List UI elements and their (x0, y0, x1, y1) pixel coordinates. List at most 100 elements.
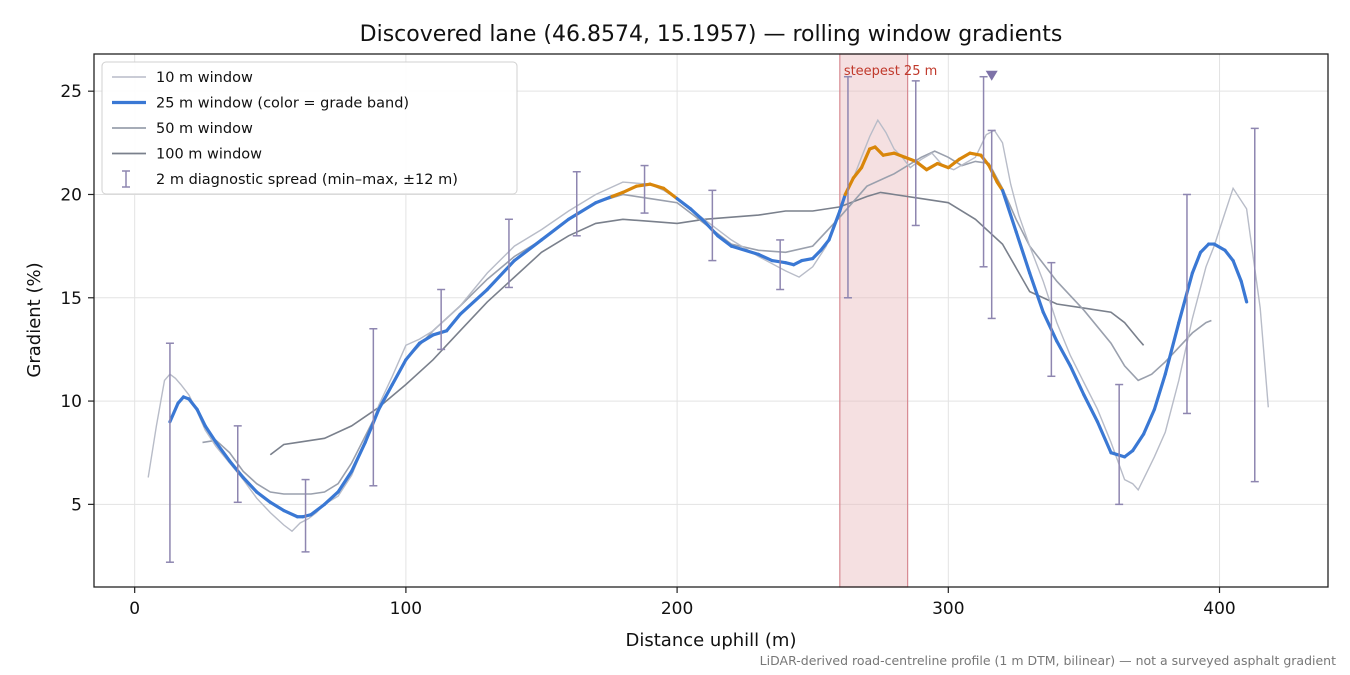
plot-frame (93, 53, 1329, 588)
series-25m-segment (935, 161, 950, 170)
series-25m-segment (1212, 242, 1227, 252)
series-25m-segment (819, 238, 831, 252)
series-25m-segment (594, 194, 614, 205)
series-25m-segment (621, 184, 639, 195)
series-25m-segment (458, 287, 489, 316)
x-tick-label: 100 (390, 599, 422, 619)
series-25m-segment (661, 186, 679, 201)
x-axis-ticks: 0 100 200 300 400 (129, 587, 1236, 619)
series-25m-segment (925, 161, 940, 172)
legend-100m-label: 100 m window (156, 147, 262, 163)
series-25m-segment (1068, 364, 1086, 397)
series-25m-segment (431, 329, 449, 337)
series-25m-segment (1055, 339, 1072, 368)
x-axis-label: Distance uphill (m) (626, 630, 797, 651)
legend-errorbar-label: 2 m diagnostic spread (min–max, ±12 m) (156, 172, 458, 188)
series-25m-segment (417, 333, 435, 345)
steepest-marker (985, 70, 998, 81)
series-25m-segment (634, 182, 652, 188)
series-25m-segment (1152, 372, 1167, 411)
series-25m-segment (203, 424, 218, 444)
series-25m-segment (1041, 310, 1059, 343)
series-25m-segment (979, 153, 991, 168)
series-25m-segment (610, 190, 625, 199)
series-25m-segment (1014, 230, 1032, 275)
y-tick-label: 25 (60, 82, 82, 102)
series-25m-segment (811, 248, 823, 261)
legend-50m-label: 50 m window (156, 121, 253, 137)
x-tick-label: 300 (932, 599, 964, 619)
steepest-marker-triangle (985, 70, 998, 81)
series-10m-line (147, 118, 1269, 533)
series-25m-segment (539, 217, 571, 242)
series-25m-segment (648, 182, 666, 190)
series-25m-segment (322, 490, 340, 506)
y-tick-label: 15 (60, 289, 82, 309)
series-25m-segment (241, 475, 259, 494)
series-25m-segment (1239, 279, 1249, 304)
series-25m-segment (716, 234, 733, 248)
series-25m-segment (309, 502, 327, 517)
series-25m-segment (350, 440, 367, 473)
series-25m-segment (1190, 250, 1203, 275)
series-50m-line (202, 150, 1212, 495)
series-25m-segment (1028, 271, 1045, 314)
series-25m-segment (689, 207, 706, 223)
series-25m-segment (1141, 407, 1157, 436)
series-25m-segment (377, 382, 394, 411)
footnote: LiDAR-derived road-centreline profile (1… (760, 653, 1336, 668)
series-25m-segment (968, 151, 983, 157)
series-lines (147, 118, 1269, 533)
legend: 10 m window 25 m window (color = grade ba… (101, 61, 518, 195)
series-25m-segment (987, 163, 999, 184)
series-25m-segment (228, 459, 245, 480)
series-25m-segment (255, 490, 272, 504)
series-25m-segment (444, 312, 462, 333)
series-25m-segment (843, 176, 855, 197)
steepest-highlight: steepest 25 m (839, 53, 937, 588)
series-25m-segment (214, 440, 232, 463)
series-25m-segment (892, 151, 907, 159)
series-25m-segment (1198, 242, 1211, 254)
series-25m-segment (859, 147, 872, 170)
series-25m-segment (268, 500, 286, 513)
series-25m-segment (851, 166, 864, 180)
series-25m-segment (838, 192, 847, 213)
y-tick-label: 5 (71, 495, 82, 515)
series-25m-segment (390, 358, 408, 387)
series-25m-segment (1095, 420, 1113, 455)
series-25m-segment (827, 209, 842, 242)
series-25m-segment (995, 180, 1005, 192)
legend-25m-label: 25 m window (color = grade band) (156, 96, 409, 112)
series-25m-segment (729, 244, 761, 256)
series-25m-segment (1122, 449, 1135, 459)
diagnostic-errorbars (165, 75, 1259, 563)
series-25m-segment (1082, 393, 1100, 424)
series-25m-segment (512, 238, 544, 263)
x-tick-label: 200 (661, 599, 693, 619)
series-100m-line (269, 191, 1145, 456)
series-25m-segment (1109, 451, 1127, 459)
series-25m-segment (914, 159, 929, 172)
chart-title: Discovered lane (46.8574, 15.1957) — rol… (360, 22, 1063, 47)
steepest-label: steepest 25 m (844, 64, 937, 79)
series-25m-segment (567, 201, 598, 221)
series-25m-segment (800, 256, 815, 263)
y-tick-label: 20 (60, 185, 82, 205)
series-25m-segment (168, 401, 180, 424)
y-axis-label: Gradient (%) (24, 262, 45, 377)
y-tick-label: 10 (60, 392, 82, 412)
series-25m-segment (1231, 258, 1243, 283)
series-25m-segment (1223, 248, 1235, 263)
series-25m-segment (756, 252, 774, 263)
series-25m-segment (675, 197, 693, 211)
series-25m-segment (1177, 271, 1194, 325)
series-25m-segment (485, 258, 516, 292)
series-25m-segment (1163, 320, 1181, 376)
series-25m-segment (1131, 432, 1146, 453)
x-tick-label: 0 (129, 599, 140, 619)
series-25m-segment (881, 151, 896, 157)
series-25m-segment (187, 397, 199, 411)
steepest-band (839, 53, 909, 588)
